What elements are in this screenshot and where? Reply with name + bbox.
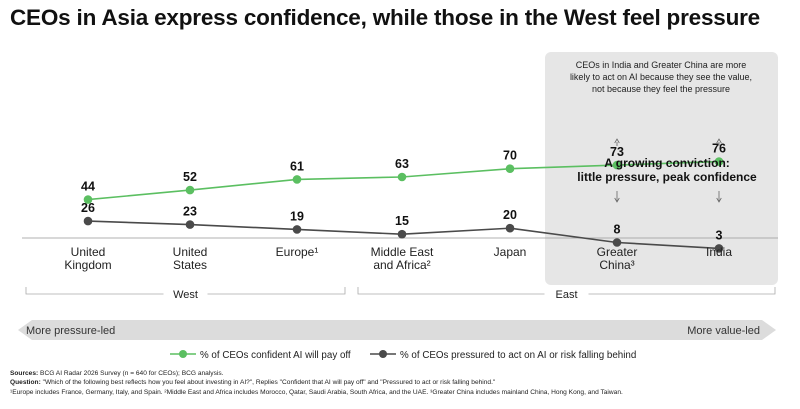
category-label: Middle East xyxy=(371,245,434,259)
data-label: 3 xyxy=(716,228,723,242)
sources-text: BCG AI Radar 2026 Survey (n = 640 for CE… xyxy=(38,370,224,377)
category-label: India xyxy=(706,245,732,259)
legend-marker xyxy=(179,350,187,358)
scale-left-label: More pressure-led xyxy=(26,325,115,337)
data-point xyxy=(505,223,515,233)
callout-arrowhead-up xyxy=(716,138,722,144)
data-point xyxy=(612,238,622,247)
group-label-bg xyxy=(163,288,208,300)
question-line: Question: "Which of the following best r… xyxy=(10,378,623,387)
data-label: 19 xyxy=(290,209,304,223)
data-label: 44 xyxy=(81,180,95,194)
data-point xyxy=(714,244,724,253)
highlight-panel xyxy=(545,52,778,285)
data-label: 23 xyxy=(183,205,197,219)
category-label: States xyxy=(173,258,207,272)
data-point xyxy=(292,175,302,184)
data-label: 63 xyxy=(395,157,409,171)
group-label-bg xyxy=(544,288,589,300)
legend-label: % of CEOs confident AI will pay off xyxy=(200,350,351,361)
group-label: West xyxy=(173,289,198,301)
category-label: United xyxy=(71,245,106,259)
data-point xyxy=(612,160,622,170)
sources-label: Sources: xyxy=(10,370,39,377)
chart-title: CEOs in Asia express confidence, while t… xyxy=(10,5,761,30)
scale-right-label: More value-led xyxy=(687,325,760,337)
group-label: East xyxy=(555,289,577,301)
category-label: and Africa² xyxy=(373,258,430,272)
data-label: 70 xyxy=(503,149,517,163)
data-label: 26 xyxy=(81,201,95,215)
data-label: 76 xyxy=(712,142,726,156)
highlight-note-line: likely to act on AI because they see the… xyxy=(570,72,752,82)
data-point xyxy=(292,225,302,234)
data-point xyxy=(185,220,195,229)
highlight-note-line: CEOs in India and Greater China are more xyxy=(576,60,747,70)
data-point xyxy=(185,185,195,195)
data-point xyxy=(83,195,93,204)
data-point xyxy=(505,164,515,173)
notes-line: ¹Europe includes France, Germany, Italy,… xyxy=(10,388,623,396)
data-label: 8 xyxy=(614,223,621,237)
category-label: Greater xyxy=(597,245,638,259)
question-label: Question: xyxy=(10,379,41,387)
data-label: 52 xyxy=(183,170,197,184)
category-label: Japan xyxy=(494,245,527,259)
legend-label: % of CEOs pressured to act on AI or risk… xyxy=(400,350,636,361)
question-text: "Which of the following best reflects ho… xyxy=(40,379,496,387)
data-point xyxy=(397,229,407,239)
legend-marker xyxy=(379,350,387,358)
data-label: 61 xyxy=(290,159,304,173)
category-label: China³ xyxy=(599,258,634,272)
callout-arrowhead-up xyxy=(614,138,620,144)
callout-arrowhead-down xyxy=(614,197,620,203)
footnotes: Sources: BCG AI Radar 2026 Survey (n = 6… xyxy=(10,369,623,397)
scale-arrow-band xyxy=(18,320,776,340)
data-point xyxy=(83,216,93,226)
callout-text-line: little pressure, peak confidence xyxy=(577,170,757,184)
data-label: 73 xyxy=(610,145,624,159)
data-point xyxy=(714,157,724,166)
category-label: Europe¹ xyxy=(276,245,319,259)
sources-line: Sources: BCG AI Radar 2026 Survey (n = 6… xyxy=(10,369,623,378)
data-label: 20 xyxy=(503,208,517,222)
category-label: United xyxy=(173,245,208,259)
callout-text-line: A growing conviction: xyxy=(604,156,730,170)
callout-arrowhead-down xyxy=(716,197,722,203)
category-label: Kingdom xyxy=(64,258,111,272)
data-point xyxy=(397,172,407,182)
data-label: 15 xyxy=(395,214,409,228)
highlight-note-line: not because they feel the pressure xyxy=(592,84,730,94)
